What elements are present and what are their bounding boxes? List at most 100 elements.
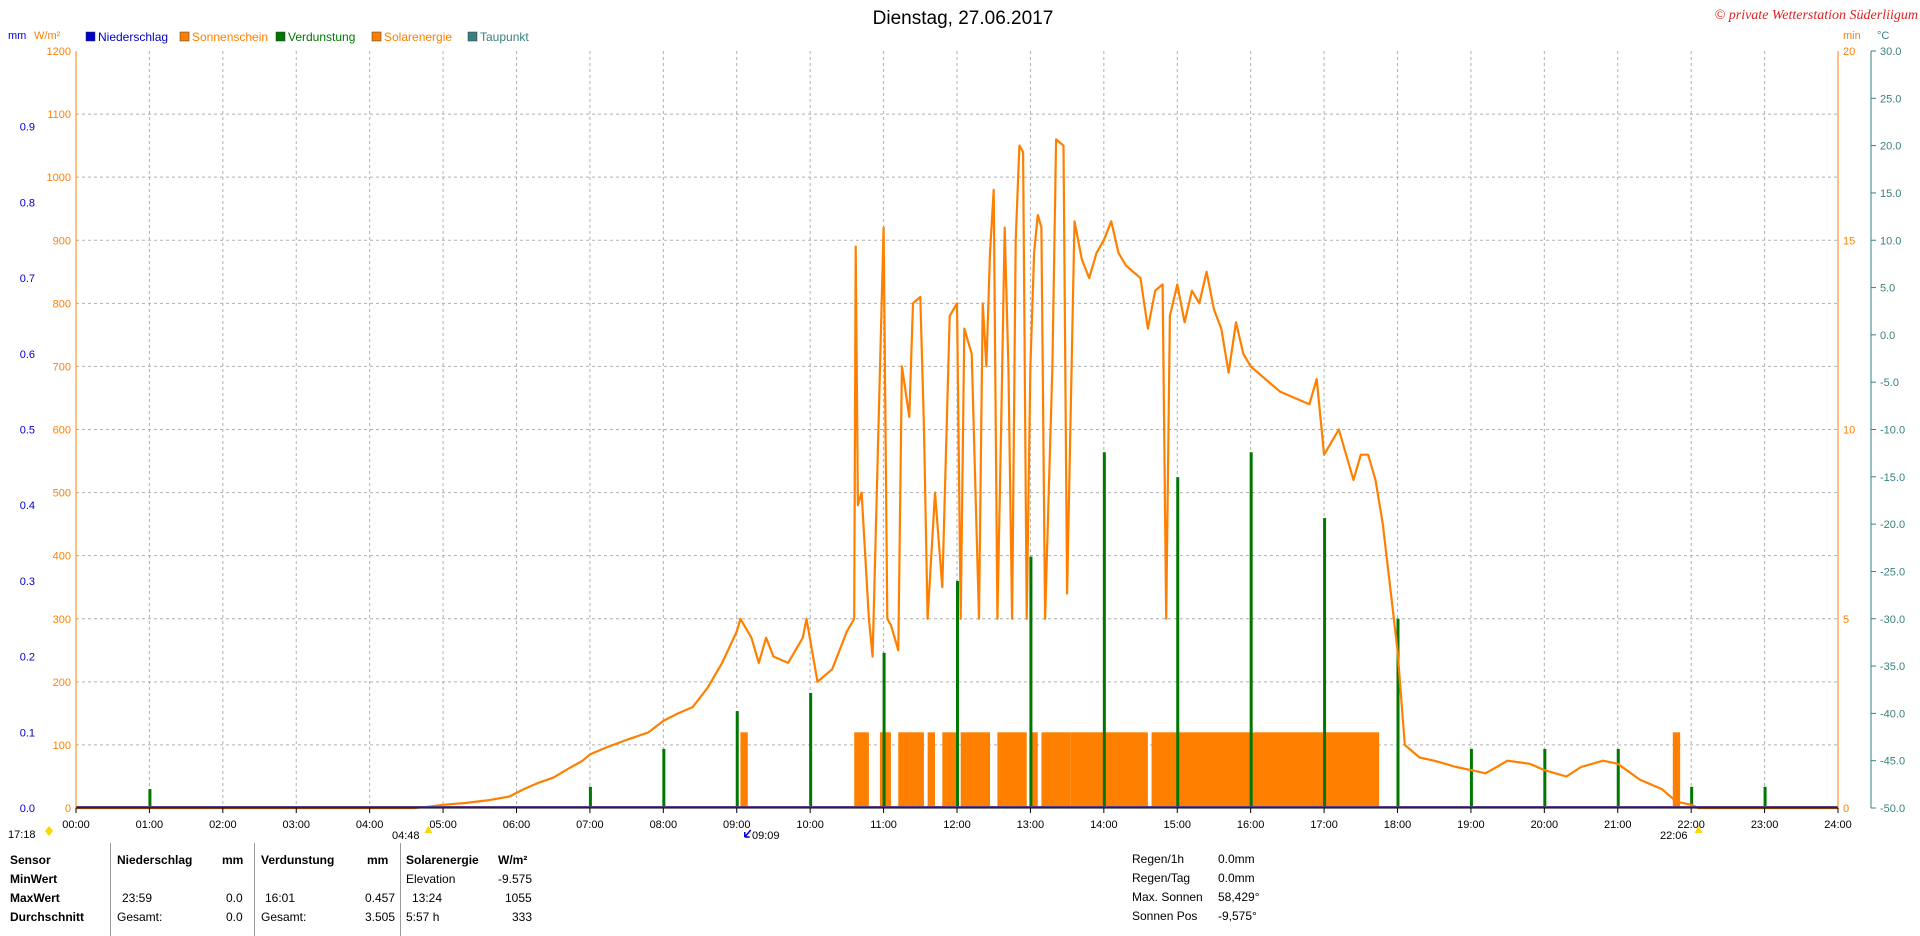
sonnenschein-bar xyxy=(1041,732,1071,808)
mm-tick-label: 0.6 xyxy=(20,349,35,361)
verdunstung-spike xyxy=(882,652,886,808)
legend-swatch xyxy=(467,31,478,42)
row-maxwert-solar-value: 1055 xyxy=(505,891,532,905)
x-tick-label: 16:00 xyxy=(1237,819,1265,831)
corner-time-label: 17:18 xyxy=(8,829,36,841)
regen-tag-value: 0.0mm xyxy=(1218,871,1255,885)
x-tick-label: 13:00 xyxy=(1017,819,1045,831)
sunset-marker xyxy=(1694,826,1703,833)
mm-tick-label: 0.8 xyxy=(20,197,35,209)
legend-label: Solarenergie xyxy=(384,30,452,44)
x-tick-label: 02:00 xyxy=(209,819,237,831)
verdunstung-spike xyxy=(1323,518,1327,808)
x-tick-label: 04:00 xyxy=(356,819,384,831)
sonnenschein-bar xyxy=(854,732,869,808)
row-minwert-solar-value: -9.575 xyxy=(498,872,533,886)
row-durchschnitt-label: Durchschnitt xyxy=(10,910,85,924)
x-tick-label: 09:00 xyxy=(723,819,751,831)
verdunstung-spike xyxy=(956,580,959,808)
sonnenschein-bar xyxy=(1672,732,1681,808)
solarenergie-line xyxy=(76,138,1838,810)
wm2-tick-label: 800 xyxy=(53,298,71,310)
celsius-tick-label: 25.0 xyxy=(1880,93,1901,105)
x-tick-label: 22:00 xyxy=(1677,819,1705,831)
mm-tick-label: 0.9 xyxy=(20,122,35,134)
row-durchschnitt-solar-label: 5:57 h xyxy=(406,910,440,924)
header-solarenergie-unit: W/m² xyxy=(498,853,528,867)
sonnen-pos-value: -9,575° xyxy=(1218,909,1257,923)
regen-1h-label: Regen/1h xyxy=(1132,852,1185,866)
wm2-tick-label: 100 xyxy=(53,740,71,752)
sonnenschein-bar xyxy=(960,732,991,808)
corner-marker xyxy=(45,826,53,836)
row-durchschnitt-solar-value: 333 xyxy=(512,910,533,924)
sonnenschein-bar xyxy=(927,732,935,808)
row-maxwert-solar-label: 13:24 xyxy=(412,891,443,905)
celsius-tick-label: -10.0 xyxy=(1880,425,1905,437)
left-unit-mm: mm xyxy=(8,30,26,42)
verdunstung-spike xyxy=(1616,748,1620,808)
mm-tick-label: 0.0 xyxy=(20,803,35,815)
celsius-tick-label: 15.0 xyxy=(1880,188,1901,200)
x-tick-label: 00:00 xyxy=(62,819,90,831)
legend-label: Verdunstung xyxy=(288,30,355,44)
x-tick-label: 15:00 xyxy=(1163,819,1191,831)
wm2-tick-label: 300 xyxy=(53,614,71,626)
header-niederschlag-unit: mm xyxy=(222,853,244,867)
celsius-tick-label: -20.0 xyxy=(1880,519,1905,531)
wm2-tick-label: 400 xyxy=(53,551,71,563)
wm2-tick-label: 0 xyxy=(65,803,71,815)
wm2-tick-label: 1000 xyxy=(47,172,71,184)
mm-tick-label: 0.2 xyxy=(20,652,35,664)
sonnen-pos-label: Sonnen Pos xyxy=(1132,909,1198,923)
celsius-tick-label: 0.0 xyxy=(1880,330,1895,342)
header-sensor: Sensor xyxy=(10,853,51,867)
legend-swatch xyxy=(371,31,382,42)
verdunstung-spike xyxy=(1543,748,1547,808)
row-durchschnitt-n-value: 0.0 xyxy=(226,910,243,924)
solarenergie-series xyxy=(76,138,1838,810)
celsius-tick-label: 10.0 xyxy=(1880,235,1901,247)
right-unit-min: min xyxy=(1843,30,1861,42)
mm-tick-label: 0.1 xyxy=(20,727,35,739)
mm-tick-label: 0.3 xyxy=(20,576,35,588)
verdunstung-spike xyxy=(735,711,739,808)
header-verdunstung-unit: mm xyxy=(367,853,389,867)
celsius-tick-label: -15.0 xyxy=(1880,472,1905,484)
x-tick-label: 05:00 xyxy=(429,819,457,831)
row-durchschnitt-v-value: 3.505 xyxy=(365,910,396,924)
x-tick-label: 10:00 xyxy=(796,819,824,831)
x-tick-label: 11:00 xyxy=(870,819,897,831)
table-divider xyxy=(254,843,255,936)
left-unit-wm2: W/m² xyxy=(34,30,61,42)
celsius-tick-label: 5.0 xyxy=(1880,283,1895,295)
verdunstung-spike xyxy=(1029,556,1033,808)
sonnenschein-bar xyxy=(942,732,957,808)
mm-tick-label: 0.7 xyxy=(20,273,35,285)
verdunstung-spike xyxy=(1396,618,1400,808)
x-tick-label: 08:00 xyxy=(650,819,678,831)
mm-tick-label: 0.4 xyxy=(20,500,35,512)
wm2-tick-label: 1100 xyxy=(47,109,71,121)
chart-axes xyxy=(45,50,1876,838)
sonnenschein-bar xyxy=(740,732,748,808)
sonnenschein-bar xyxy=(898,732,924,808)
min-tick-label: 10 xyxy=(1843,425,1855,437)
regen-tag-label: Regen/Tag xyxy=(1132,871,1191,885)
min-tick-label: 0 xyxy=(1843,803,1849,815)
x-tick-label: 07:00 xyxy=(576,819,604,831)
max-sonnen-label: Max. Sonnen xyxy=(1132,890,1203,904)
wm2-tick-label: 1200 xyxy=(47,46,71,58)
legend: Niederschlag Sonnenschein Verdunstung Solar… xyxy=(85,30,529,44)
row-durchschnitt-n-time: Gesamt: xyxy=(117,910,163,924)
verdunstung-spike xyxy=(1102,452,1106,808)
min-tick-label: 15 xyxy=(1843,235,1855,247)
header-niederschlag: Niederschlag xyxy=(117,853,193,867)
summary-table: Sensor Niederschlag mm Verdunstung mm So… xyxy=(0,848,560,936)
verdunstung-spike xyxy=(1249,452,1253,808)
weather-chart: 00:00 01:00 02:00 03:00 04:00 05:00 06:00 07:00… xyxy=(8,8,1918,842)
max-sonnen-value: 58,429° xyxy=(1218,890,1260,904)
x-tick-label: 19:00 xyxy=(1457,819,1485,831)
sonnenschein-bar xyxy=(1030,732,1038,808)
sonnenschein-bar xyxy=(1151,732,1380,808)
